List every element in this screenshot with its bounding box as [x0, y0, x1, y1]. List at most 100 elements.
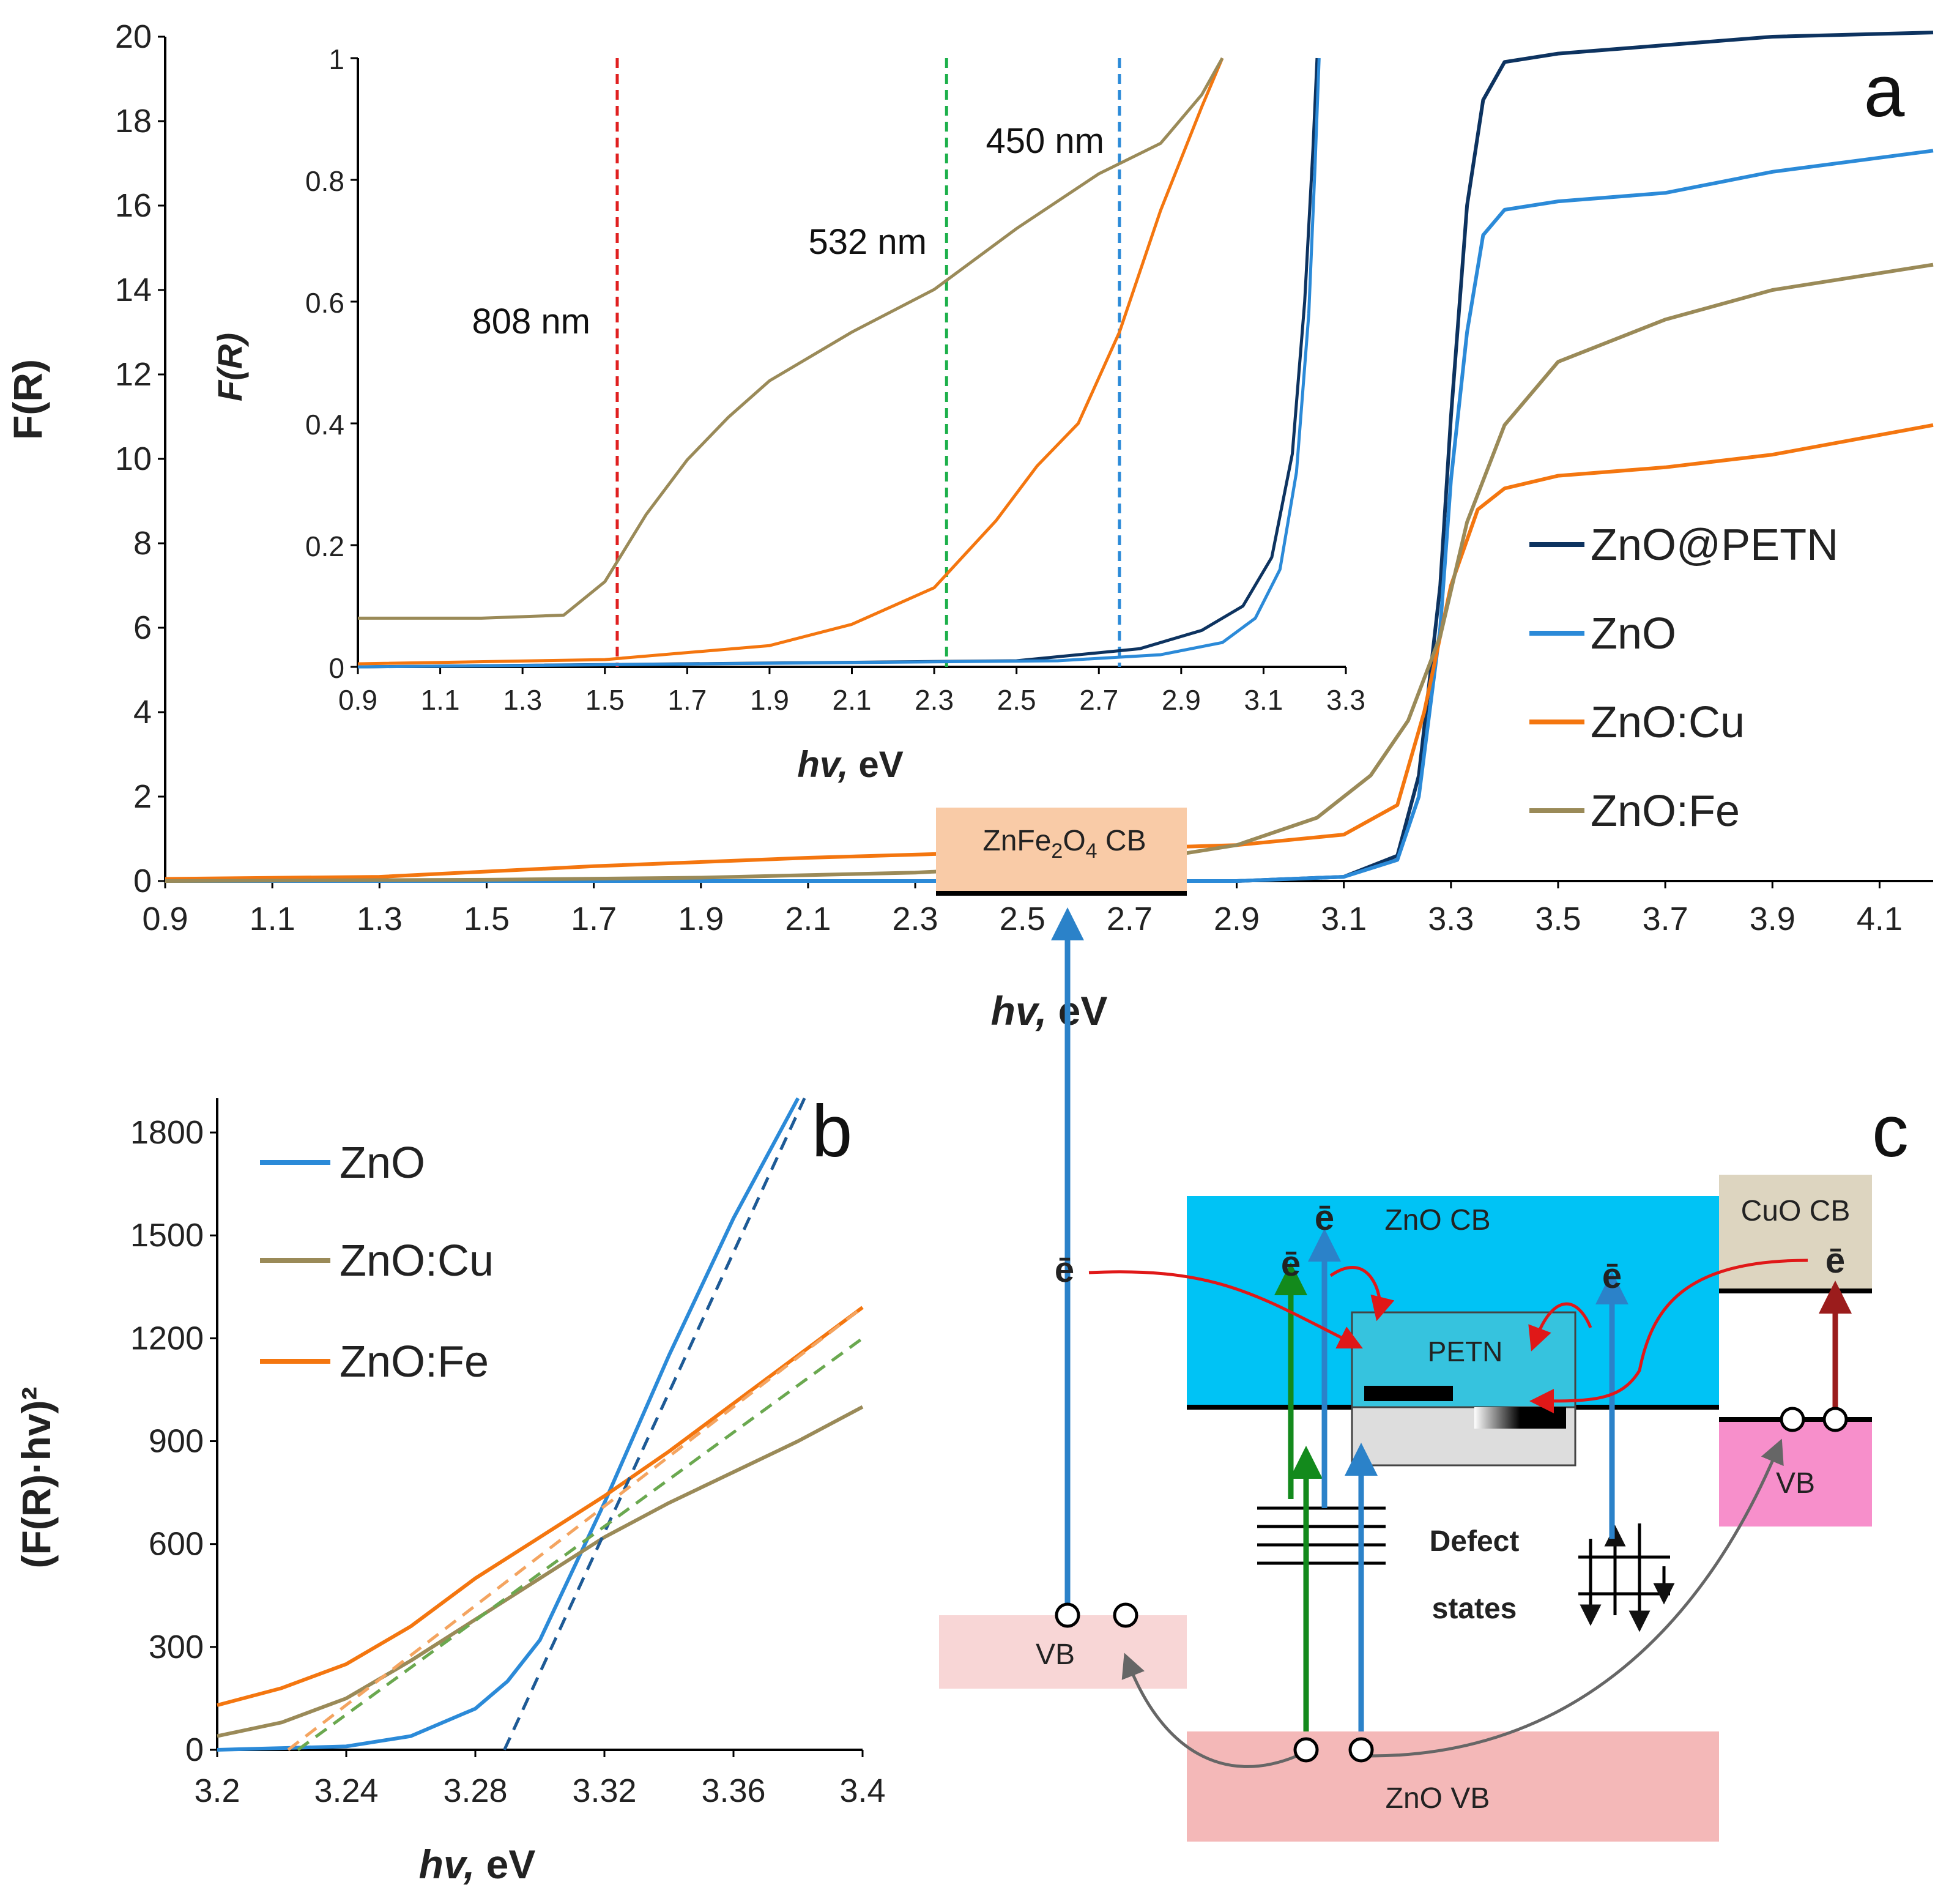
znfe2o4-sub4: 4	[1086, 839, 1097, 863]
panel-b-ytick-label-1200: 1200	[130, 1320, 204, 1356]
panel-a-ytick-label-6: 6	[133, 609, 152, 646]
legend-b-label-zno: ZnO	[340, 1139, 425, 1188]
left-vb-label: VB	[1036, 1638, 1075, 1671]
inset-xtick-label-1-1: 1.1	[421, 684, 460, 716]
transfer-cb-to-petn-2	[1528, 1302, 1592, 1352]
znfe2o4-rest: CB	[1097, 825, 1146, 857]
inset-xtick-label-2-7: 2.7	[1079, 684, 1118, 716]
panel-a-xtick-label-3-9: 3.9	[1750, 901, 1795, 937]
panel-a-xtick-label-2-1: 2.1	[785, 901, 831, 937]
zno-vb-label: ZnO VB	[1386, 1782, 1490, 1815]
panel-a-ytick-label-0: 0	[133, 863, 152, 899]
panel-b-legend: ZnO ZnO:Cu ZnO:Fe	[260, 1139, 494, 1386]
panel-c-label: c	[1872, 1090, 1909, 1172]
panel-a-xtick-label-1-9: 1.9	[678, 901, 724, 937]
transfer-znfe-to-petn	[1088, 1270, 1363, 1348]
panel-a-xtick-label-1-1: 1.1	[250, 901, 295, 937]
panel-a-ytick-label-12: 12	[115, 356, 152, 393]
panel-a-xtick-label-4-1: 4.1	[1857, 901, 1903, 937]
panel-b-label: b	[812, 1090, 853, 1172]
panel-a-xtick-label-2-3: 2.3	[893, 901, 938, 937]
hole-transfer-right	[1370, 1438, 1784, 1758]
panel-a-ytick-label-16: 16	[115, 187, 152, 224]
inset-xlabel-var: hv,	[797, 744, 848, 785]
panel-b-xtick-label-3-4: 3.4	[839, 1772, 885, 1809]
electron-znfe: ē	[1055, 1250, 1074, 1290]
transfer-cb-to-petn-1	[1329, 1265, 1395, 1322]
panel-a-ytick-label-2: 2	[133, 778, 152, 815]
panel-b-ytick-label-600: 600	[149, 1526, 204, 1563]
znfe2o4-cb-label: ZnFe2O4 CB	[982, 825, 1146, 863]
panel-a-xlabel: hv, eV	[991, 988, 1108, 1033]
inset-xtick-label-1-9: 1.9	[750, 684, 789, 716]
panel-b-ytick-label-300: 300	[149, 1629, 204, 1665]
electron-cuo: ē	[1825, 1241, 1845, 1281]
cuo-cb-band	[1719, 1175, 1872, 1291]
panel-a-xtick-label-1-3: 1.3	[357, 901, 403, 937]
panel-a-ytick-label-14: 14	[115, 272, 152, 308]
left-vb-band	[939, 1615, 1187, 1689]
panel-a-ytick-label-10: 10	[115, 441, 152, 477]
defect-label-2: states	[1432, 1593, 1517, 1625]
panel-b-xlabel: hv, eV	[419, 1842, 536, 1887]
panel-a-xlabel-var: hv,	[991, 988, 1047, 1033]
panel-a-xtick-label-3-1: 3.1	[1321, 901, 1367, 937]
inset-ytick-label-1: 1	[329, 43, 344, 75]
defect-states-lines	[1257, 1506, 1386, 1565]
inset-xtick-label-1-5: 1.5	[585, 684, 625, 716]
inset-xtick-label-2-1: 2.1	[833, 684, 872, 716]
right-vb-label: VB	[1776, 1467, 1815, 1500]
panel-a-xlabel-unit: eV	[1047, 988, 1107, 1033]
legend-label-zno-cu: ZnO:Cu	[1591, 698, 1745, 747]
right-vb-band	[1719, 1419, 1872, 1527]
panel-a-xtick-label-1-7: 1.7	[571, 901, 617, 937]
panel-a-series-zno-fe	[165, 262, 1934, 883]
inset-xlabel-unit: eV	[849, 744, 904, 785]
panel-a-series-zno-cu	[165, 423, 1934, 881]
panel-b-series-zno-fe	[217, 1306, 864, 1707]
inset-xtick-label-1-7: 1.7	[667, 684, 707, 716]
panel-a-ytick-label-18: 18	[115, 103, 152, 139]
panel-c-diagram: c ZnFe2O4 CB ZnO CB CuO CB VB VB ZnO VB …	[936, 808, 1909, 1842]
panel-a-legend: ZnO@PETN ZnO ZnO:Cu ZnO:Fe	[1529, 521, 1838, 836]
panel-b-xtick-label-3-24: 3.24	[314, 1772, 378, 1809]
panel-b-xtick-label-3-36: 3.36	[701, 1772, 765, 1809]
petn-label: PETN	[1428, 1336, 1503, 1367]
petn-level-1	[1364, 1386, 1453, 1401]
panel-b-ylabel: (F(R)·hv)²	[13, 1387, 59, 1569]
inset-xtick-label-2-9: 2.9	[1162, 684, 1201, 716]
electron-cb-2: ē	[1315, 1198, 1334, 1238]
inset-xtick-label-0-9: 0.9	[338, 684, 377, 716]
panel-b-ytick-label-0: 0	[185, 1731, 204, 1768]
panel-b-fit-0	[503, 1097, 806, 1751]
inset-series-zno	[357, 58, 1321, 669]
panel-b-xlabel-unit: eV	[475, 1842, 535, 1887]
panel-a-xtick-label-2-5: 2.5	[1000, 901, 1045, 937]
panel-b-fit-2	[287, 1306, 864, 1751]
inset-ytick-label-0-4: 0.4	[305, 409, 344, 441]
legend-b-label-zno-fe: ZnO:Fe	[340, 1337, 489, 1386]
inset-ytick-label-0-2: 0.2	[305, 530, 344, 562]
panel-b-xlabel-var: hv,	[419, 1842, 475, 1887]
panel-a-inset: 0 0.2 0.4 0.6 0.8 1 0.9 1.1 1.3 1.5 1.7 1.9 2.1 2.3 2.…	[210, 43, 1365, 785]
panel-a-ylabel: F(R)	[5, 359, 50, 440]
hole-transfer-left	[1121, 1653, 1298, 1768]
panel-b-ytick-label-1500: 1500	[130, 1217, 204, 1254]
inset-ytick-label-0-6: 0.6	[305, 287, 344, 319]
panel-a-xtick-label-2-7: 2.7	[1107, 901, 1153, 937]
inset-xtick-label-2-5: 2.5	[997, 684, 1036, 716]
inset-series-zno-cu	[357, 58, 1224, 666]
legend-label-zno-fe: ZnO:Fe	[1591, 787, 1740, 836]
inset-xtick-label-3-1: 3.1	[1244, 684, 1283, 716]
inset-xlabel: hv, eV	[797, 744, 903, 785]
holes	[1055, 1407, 1848, 1763]
panel-a-ytick-label-4: 4	[133, 694, 152, 731]
panel-a-series	[165, 31, 1934, 883]
inset-series-zno-fe	[358, 57, 1224, 620]
panel-b-series-zno-cu	[217, 1405, 864, 1738]
panel-b-series	[217, 1097, 864, 1752]
transfer-cuo-to-petn	[1529, 1259, 1808, 1413]
panel-b-axes: 0 300 600 900 1200 1500 1800 3.2 3.24 3.28 3.32 3.3…	[130, 1098, 886, 1809]
